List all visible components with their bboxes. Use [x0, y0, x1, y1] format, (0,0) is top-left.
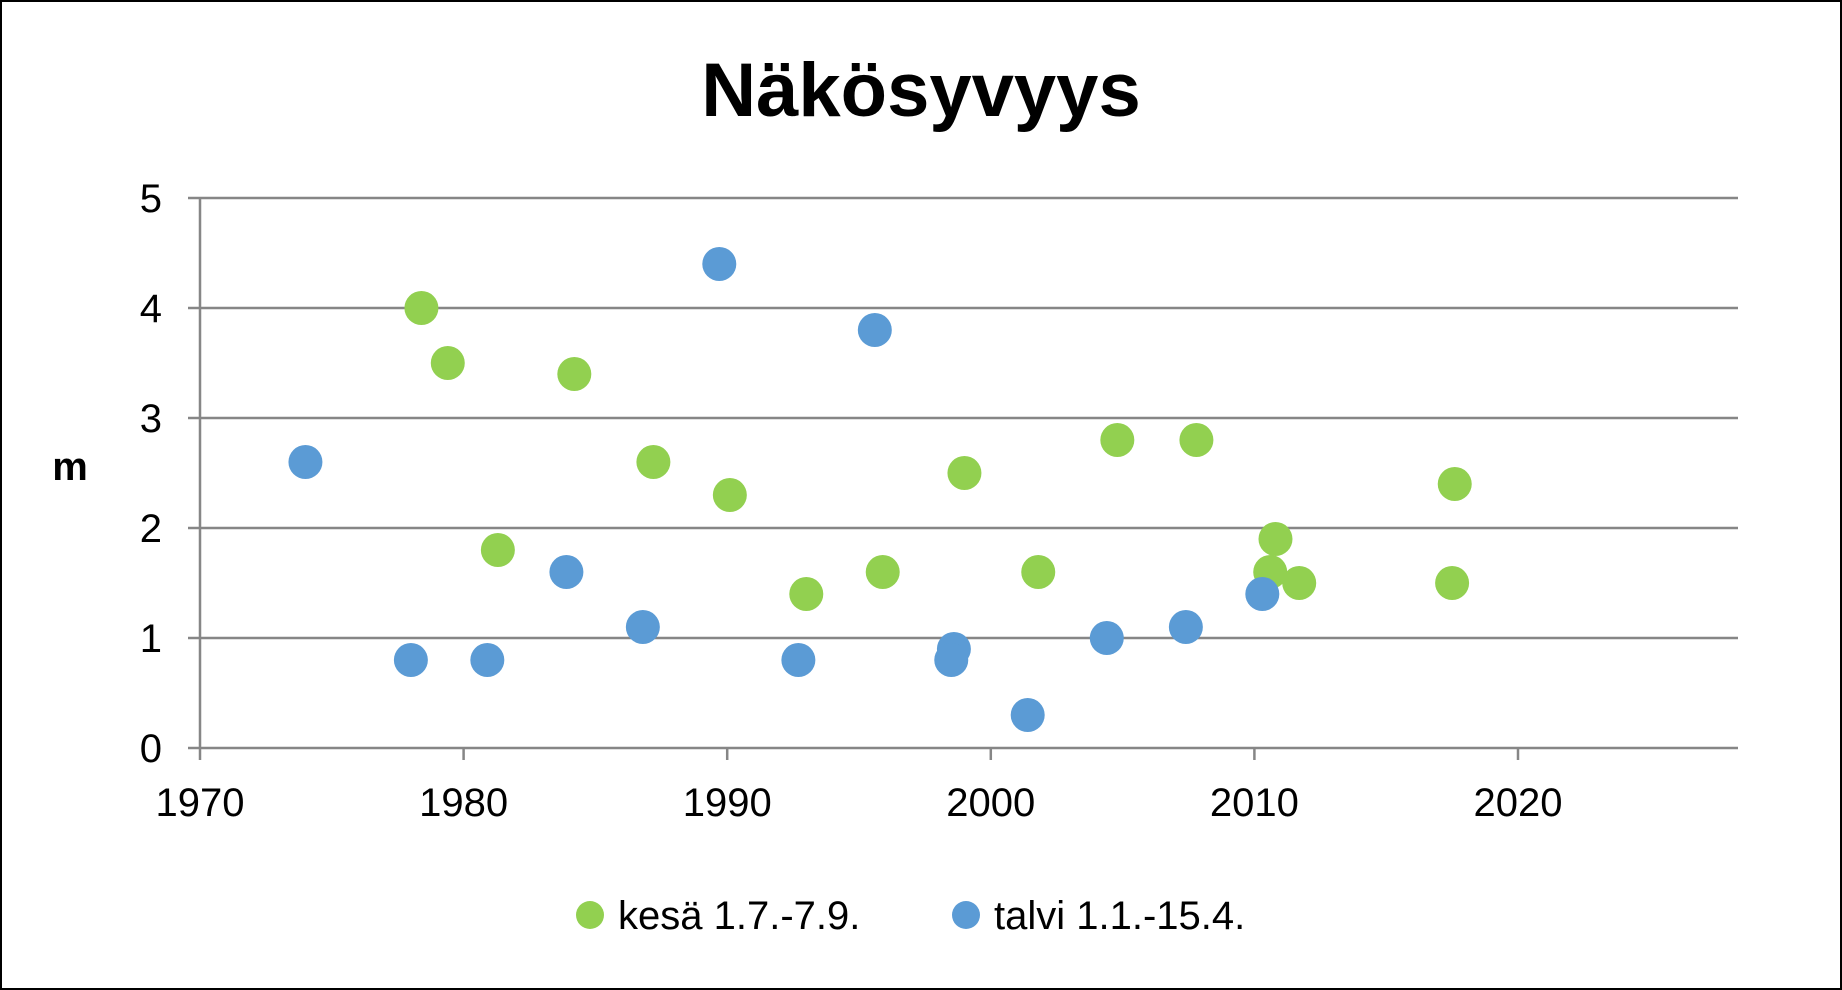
data-point-series-2 [1010, 698, 1045, 732]
data-point-series-2 [1168, 610, 1203, 644]
data-point-series-1 [789, 577, 824, 611]
axes [188, 196, 1738, 760]
y-tick-label: 5 [140, 177, 162, 221]
data-point-series-1 [712, 478, 747, 512]
y-tick-label: 1 [140, 617, 162, 661]
data-point-series-2 [1245, 577, 1280, 611]
data-point-series-2 [857, 313, 892, 347]
gridlines [200, 196, 1738, 640]
x-tick-label: 2020 [1474, 781, 1563, 825]
x-tick-label: 1970 [156, 781, 245, 825]
data-point-series-2 [625, 610, 660, 644]
data-point-series-2 [781, 643, 816, 677]
y-tick-label: 2 [140, 507, 162, 551]
x-tick-label: 2000 [946, 781, 1035, 825]
data-point-series-1 [865, 555, 900, 589]
data-points [288, 247, 1472, 732]
legend-label-series-1: kesä 1.7.-7.9. [618, 894, 860, 938]
data-point-series-2 [934, 643, 969, 677]
y-tick-label: 3 [140, 397, 162, 441]
legend-label-series-2: talvi 1.1.-15.4. [994, 894, 1245, 938]
y-axis-label: m [52, 445, 88, 489]
data-point-series-1 [947, 456, 982, 490]
data-point-series-1 [404, 291, 439, 325]
x-tick-label: 2010 [1210, 781, 1299, 825]
data-point-series-2 [470, 643, 505, 677]
data-point-series-2 [1089, 621, 1124, 655]
y-tick-label: 4 [140, 287, 162, 331]
data-point-series-1 [480, 533, 515, 567]
data-point-series-1 [430, 346, 465, 380]
data-point-series-1 [1282, 566, 1317, 600]
data-point-series-1 [1437, 467, 1472, 501]
data-point-series-1 [636, 445, 671, 479]
chart-title: Näkösyvyys [701, 48, 1140, 133]
data-point-series-1 [1258, 522, 1293, 556]
y-tick-label: 0 [140, 727, 162, 771]
data-point-series-1 [1021, 555, 1056, 589]
data-point-series-2 [288, 445, 323, 479]
data-point-series-1 [1435, 566, 1470, 600]
data-point-series-2 [702, 247, 737, 281]
x-tick-label: 1990 [683, 781, 772, 825]
data-point-series-1 [1100, 423, 1135, 457]
x-tick-label: 1980 [419, 781, 508, 825]
legend: kesä 1.7.-7.9. talvi 1.1.-15.4. [576, 894, 1245, 938]
data-point-series-1 [557, 357, 592, 391]
x-tick-labels: 1970 1980 1990 2000 2010 2020 [156, 781, 1563, 825]
legend-marker-series-2 [952, 901, 980, 929]
data-point-series-1 [1179, 423, 1214, 457]
data-point-series-2 [393, 643, 428, 677]
legend-marker-series-1 [576, 901, 604, 929]
y-tick-labels: 0 1 2 3 4 5 [140, 177, 162, 771]
data-point-series-2 [549, 555, 584, 589]
